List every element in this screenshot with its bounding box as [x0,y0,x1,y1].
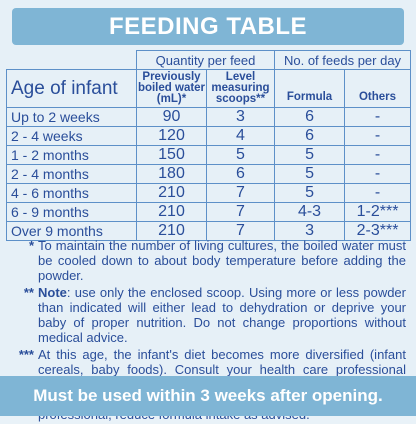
scoops-cell: 6 [205,164,276,184]
scoops-cell: 4 [205,126,276,146]
footnote-mark: *** [18,347,34,362]
others-cell: 1-2*** [344,202,412,222]
footer-text: Must be used within 3 weeks after openin… [33,386,383,405]
water-cell: 180 [136,164,207,184]
water-cell: 120 [136,126,207,146]
header-column-row: Age of infant Previously boiled water (m… [6,69,412,108]
formula-cell: 5 [274,183,346,203]
scoops-cell: 3 [205,107,276,127]
age-cell: Over 9 months [6,221,137,241]
table-row: 6 - 9 months 210 7 4-3 1-2*** [6,202,412,222]
age-cell: 2 - 4 months [6,164,137,184]
others-cell: - [344,145,412,165]
footnote-scoop: ** Note: use only the enclosed scoop. Us… [0,285,416,345]
others-cell: - [344,183,412,203]
scoops-cell: 7 [205,183,276,203]
footnote-text: To maintain the number of living culture… [38,238,406,283]
header-quantity-group: Quantity per feed [135,50,276,70]
table-row: Up to 2 weeks 90 3 6 - [6,107,412,127]
header-feeds-group: No. of feeds per day [274,50,412,70]
formula-cell: 6 [274,107,346,127]
others-cell: - [344,126,412,146]
feeding-table: Quantity per feed No. of feeds per day A… [6,50,412,241]
title-banner: FEEDING TABLE [12,8,404,45]
table-row: 1 - 2 months 150 5 5 - [6,145,412,165]
others-cell: - [344,107,412,127]
scoops-cell: 7 [205,202,276,222]
header-formula: Formula [274,69,346,108]
scoops-cell: 7 [205,221,276,241]
water-cell: 90 [136,107,207,127]
formula-cell: 6 [274,126,346,146]
header-others: Others [344,69,412,108]
water-cell: 210 [136,183,207,203]
footnote-water: * To maintain the number of living cultu… [0,238,416,283]
header-age: Age of infant [6,69,137,108]
formula-cell: 5 [274,145,346,165]
water-cell: 150 [136,145,207,165]
table-row: 2 - 4 weeks 120 4 6 - [6,126,412,146]
formula-cell: 4-3 [274,202,346,222]
table-row: 4 - 6 months 210 7 5 - [6,183,412,203]
footnote-bold-lead: Note [38,285,67,300]
age-cell: 1 - 2 months [6,145,137,165]
footnote-mark: * [28,238,34,253]
page-title: FEEDING TABLE [108,12,308,40]
header-scoops: Level measuring scoops** [205,69,276,108]
age-cell: 2 - 4 weeks [6,126,137,146]
age-cell: 6 - 9 months [6,202,137,222]
table-row: 2 - 4 months 180 6 5 - [6,164,412,184]
header-group-row: Quantity per feed No. of feeds per day [6,50,412,70]
footnote-mark: ** [23,285,34,300]
water-cell: 210 [136,202,207,222]
formula-cell: 5 [274,164,346,184]
header-blank-cell [6,50,137,70]
table-row: Over 9 months 210 7 3 2-3*** [6,221,412,241]
header-water: Previously boiled water (mL)* [136,69,207,108]
age-cell: Up to 2 weeks [6,107,137,127]
footnote-text: : use only the enclosed scoop. Using mor… [38,285,406,345]
scoops-cell: 5 [205,145,276,165]
age-cell: 4 - 6 months [6,183,137,203]
footer-banner: Must be used within 3 weeks after openin… [0,376,416,416]
formula-cell: 3 [274,221,346,241]
others-cell: 2-3*** [344,221,412,241]
others-cell: - [344,164,412,184]
